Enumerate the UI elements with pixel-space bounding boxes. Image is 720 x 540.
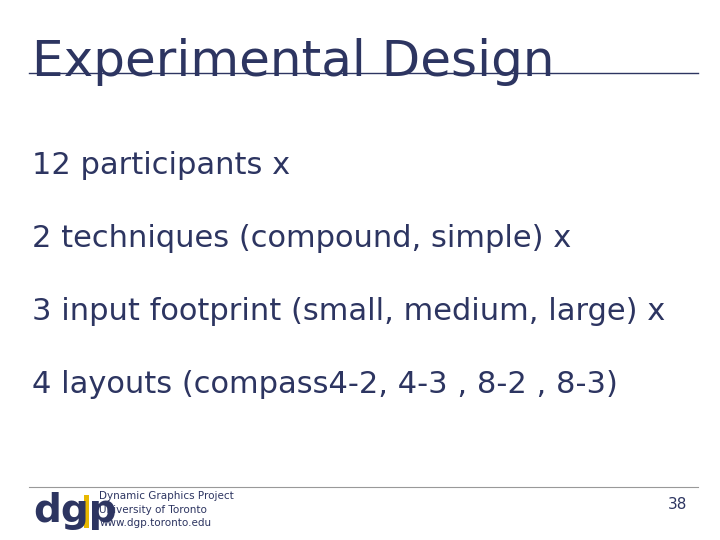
FancyBboxPatch shape: [84, 495, 89, 528]
Text: 38: 38: [668, 497, 688, 512]
Text: Experimental Design: Experimental Design: [32, 38, 555, 86]
Text: 3 input footprint (small, medium, large) x: 3 input footprint (small, medium, large)…: [32, 297, 666, 326]
Text: 4 layouts (compass4-2, 4-3 , 8-2 , 8-3): 4 layouts (compass4-2, 4-3 , 8-2 , 8-3): [32, 370, 618, 399]
Text: 12 participants x: 12 participants x: [32, 151, 291, 180]
Text: dgp: dgp: [33, 492, 117, 530]
Text: Dynamic Graphics Project
University of Toronto
www.dgp.toronto.edu: Dynamic Graphics Project University of T…: [99, 491, 234, 528]
Text: 2 techniques (compound, simple) x: 2 techniques (compound, simple) x: [32, 224, 572, 253]
